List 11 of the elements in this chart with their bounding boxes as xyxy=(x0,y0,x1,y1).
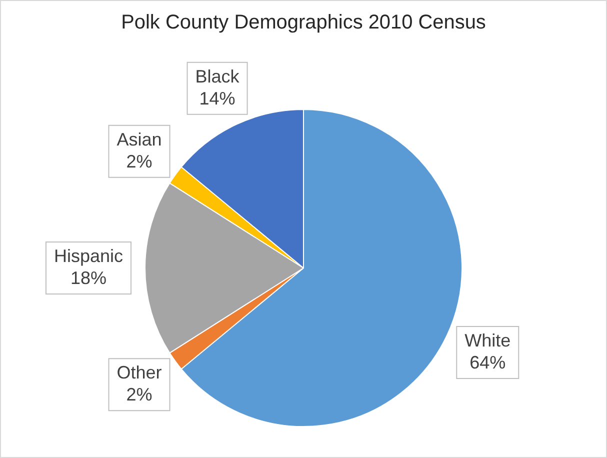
slice-label: Asian xyxy=(116,129,162,150)
chart-title: Polk County Demographics 2010 Census xyxy=(121,12,486,34)
data-label: 14% xyxy=(199,88,236,108)
data-label: 2% xyxy=(126,151,152,172)
slice-label: White xyxy=(464,330,511,350)
data-label: 18% xyxy=(70,268,106,288)
data-label: 2% xyxy=(126,384,152,405)
data-label: 64% xyxy=(470,352,506,372)
slice-label: Other xyxy=(116,362,162,383)
slice-label: Black xyxy=(195,66,240,86)
slice-label: Hispanic xyxy=(54,246,123,266)
